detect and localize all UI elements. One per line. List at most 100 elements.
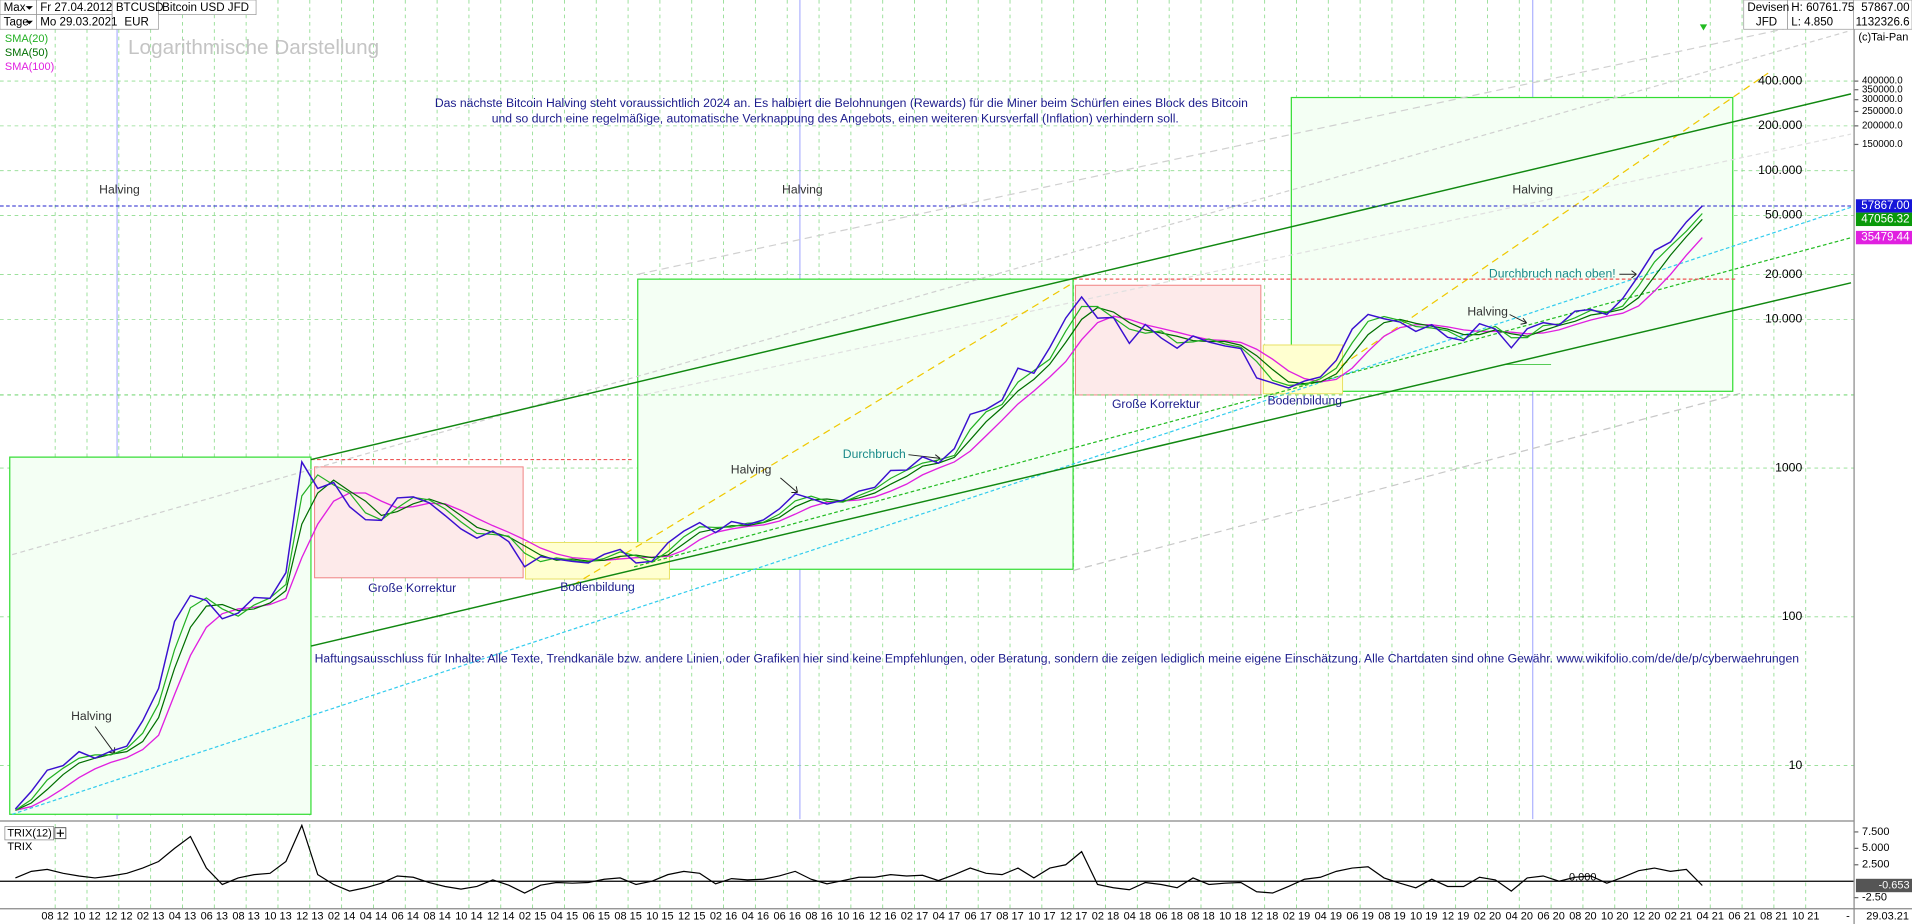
x-tick-label: 02 13 — [137, 911, 164, 923]
x-tick-label: 04 17 — [933, 911, 960, 923]
header: Max Tage Fr 27.04.2012 Mo 29.03.2021 BTC… — [0, 0, 1912, 44]
x-tick-label: 08 20 — [1569, 911, 1596, 923]
cell — [1787, 0, 1854, 30]
y-tick-label: 5.000 — [1862, 842, 1889, 854]
right-axis-label: 250000.0 — [1862, 106, 1903, 117]
annotation: Das nächste Bitcoin Halving steht voraus… — [435, 96, 1248, 110]
volume: 1132326.6 — [1856, 17, 1910, 29]
add-icon[interactable] — [56, 829, 65, 837]
annotation: Große Korrektur — [368, 581, 456, 595]
x-tick-label: 12 20 — [1633, 911, 1660, 923]
zero-label: 0.000 — [1569, 871, 1596, 883]
x-tick-label: 08 14 — [423, 911, 450, 923]
cycle-box — [637, 278, 1074, 570]
copyright: (c)Tai-Pan — [1858, 32, 1908, 44]
cycle-box — [1290, 96, 1734, 392]
y-tick-label: 2.500 — [1862, 859, 1889, 871]
x-tick-label: 02 18 — [1092, 911, 1119, 923]
annotation: Haftungsausschluss für Inhalte: Alle Tex… — [315, 652, 1799, 666]
x-tick-label: 08 16 — [805, 911, 832, 923]
y-tick-label: 200.000 — [1758, 118, 1802, 132]
annotation: Halving — [99, 182, 140, 196]
channel-line — [310, 282, 1852, 647]
high: H: 60761.75 — [1791, 2, 1854, 14]
annotation: Durchbruch — [843, 447, 906, 461]
x-tick-label: 10 21 — [1792, 911, 1819, 923]
cycle-box — [9, 456, 312, 815]
legend-entry: SMA(20) — [5, 33, 48, 45]
last-value-box — [1855, 212, 1912, 227]
last-value-label: 57867.00 — [1861, 200, 1909, 212]
last-value-box — [1855, 199, 1912, 213]
x-tick-label: 10 15 — [646, 911, 673, 923]
start-date: Fr 27.04.2012 — [40, 2, 112, 14]
x-tick-label: 12 16 — [869, 911, 896, 923]
x-tick-label: 10 20 — [1601, 911, 1628, 923]
x-tick-label: 10 16 — [837, 911, 864, 923]
x-tick-label: 10 14 — [455, 911, 482, 923]
indicator-title[interactable]: TRIX(12) — [7, 828, 52, 840]
bottom-box — [1262, 344, 1344, 395]
plot-marks — [0, 205, 1854, 894]
arrow — [1509, 314, 1528, 325]
dropdown-icon[interactable] — [25, 6, 33, 10]
instrument-name: Bitcoin USD JFD — [162, 2, 249, 14]
end-date: Mo 29.03.2021 — [40, 17, 117, 29]
arrow — [780, 477, 798, 493]
x-tick-label: 08 18 — [1187, 911, 1214, 923]
x-tick-label: 04 21 — [1697, 911, 1724, 923]
dropdown-icon[interactable] — [25, 20, 33, 25]
series-line — [14, 205, 1703, 810]
x-tick-label: 06 21 — [1728, 911, 1755, 923]
x-tick-label: 04 13 — [169, 911, 196, 923]
x-tick-label: 04 15 — [551, 911, 578, 923]
series-line — [15, 218, 1703, 811]
cell — [158, 0, 257, 15]
helper-line — [637, 133, 1852, 397]
right-axis-label: 350000.0 — [1862, 84, 1903, 95]
x-tick-label: 10 19 — [1410, 911, 1437, 923]
interval-select[interactable]: Tage — [4, 17, 29, 29]
annotation: Durchbruch nach oben! — [1489, 266, 1616, 280]
chart-subtitle: Logarithmische Darstellung — [128, 36, 379, 59]
support-line — [633, 237, 1852, 568]
y-tick-label: 7.500 — [1862, 826, 1889, 838]
helper-line — [1072, 391, 1744, 572]
y-tick-label: 400.000 — [1758, 73, 1802, 87]
x-tick-label: 06 18 — [1155, 911, 1182, 923]
axis-separator: - — [1846, 911, 1850, 923]
x-tick-label: 04 19 — [1315, 911, 1342, 923]
x-tick-label: 06 20 — [1537, 911, 1564, 923]
series-line — [15, 824, 1703, 894]
annotation: Bodenbildung — [560, 580, 635, 594]
drawings — [0, 0, 1854, 820]
range-select[interactable]: Max — [4, 2, 26, 14]
indicator-box[interactable] — [4, 826, 55, 841]
last-value-label: 47056.32 — [1861, 213, 1909, 225]
symbol: BTCUSD — [116, 2, 164, 14]
y-tick-label: 10 — [1789, 758, 1803, 772]
last-price: 57867.00 — [1861, 2, 1909, 14]
last-value-box — [1855, 878, 1912, 893]
x-tick-label: 02 21 — [1665, 911, 1692, 923]
x-tick-label: 08 15 — [614, 911, 641, 923]
x-tick-label: 08 17 — [996, 911, 1023, 923]
y-tick-label: -2.50 — [1862, 892, 1887, 904]
x-tick-label: 02 16 — [710, 911, 737, 923]
x-end-label: 29.03.21 — [1866, 911, 1909, 923]
legend-entry: SMA(100) — [5, 61, 54, 73]
x-tick-label: 04 16 — [742, 911, 769, 923]
y-tick-label: 100 — [1782, 609, 1803, 623]
cell — [111, 0, 159, 30]
last-value-label: -0.653 — [1878, 879, 1909, 891]
legend-entry: SMA(50) — [5, 47, 48, 59]
x-tick-label: 12 19 — [1442, 911, 1469, 923]
right-axis-label: 400000.0 — [1862, 76, 1903, 87]
x-tick-label: 02 17 — [901, 911, 928, 923]
series-line — [15, 213, 1703, 811]
x-tick-label: 04 14 — [360, 911, 387, 923]
annotation: Halving — [782, 182, 823, 196]
cell — [1853, 0, 1912, 30]
x-tick-label: 06 13 — [201, 911, 228, 923]
y-tick-label: 20.000 — [1765, 267, 1803, 281]
